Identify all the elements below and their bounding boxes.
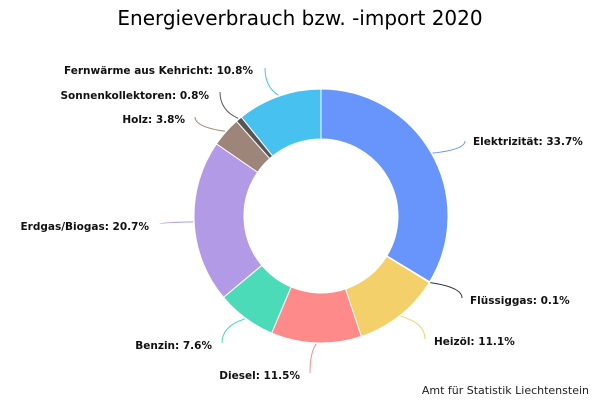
connector-line bbox=[430, 282, 463, 299]
data-label: Sonnenkollektoren: 0.8% bbox=[60, 90, 209, 102]
connector-line bbox=[309, 343, 317, 374]
connector-line bbox=[221, 318, 246, 344]
data-label: Fernwärme aus Kehricht: 10.8% bbox=[64, 65, 253, 77]
data-label: Benzin: 7.6% bbox=[135, 340, 212, 352]
connector-line bbox=[264, 67, 279, 96]
slice-fernwärme-aus-kehricht[interactable] bbox=[240, 88, 322, 157]
connector-line bbox=[159, 221, 194, 225]
data-label: Erdgas/Biogas: 20.7% bbox=[20, 221, 149, 233]
data-label: Flüssiggas: 0.1% bbox=[470, 295, 570, 307]
slice-elektrizität[interactable] bbox=[320, 88, 449, 283]
chart-title: Energieverbrauch bzw. -import 2020 bbox=[117, 6, 483, 30]
connector-line bbox=[400, 315, 426, 340]
data-label: Holz: 3.8% bbox=[122, 114, 185, 126]
connector-line bbox=[219, 91, 239, 119]
chart-credit: Amt für Statistik Liechtenstein bbox=[421, 384, 589, 397]
data-label: Elektrizität: 33.7% bbox=[473, 136, 583, 148]
connector-line bbox=[432, 140, 466, 154]
data-label: Diesel: 11.5% bbox=[219, 370, 300, 382]
connector-line bbox=[194, 116, 226, 132]
data-label: Heizöl: 11.1% bbox=[434, 336, 515, 348]
